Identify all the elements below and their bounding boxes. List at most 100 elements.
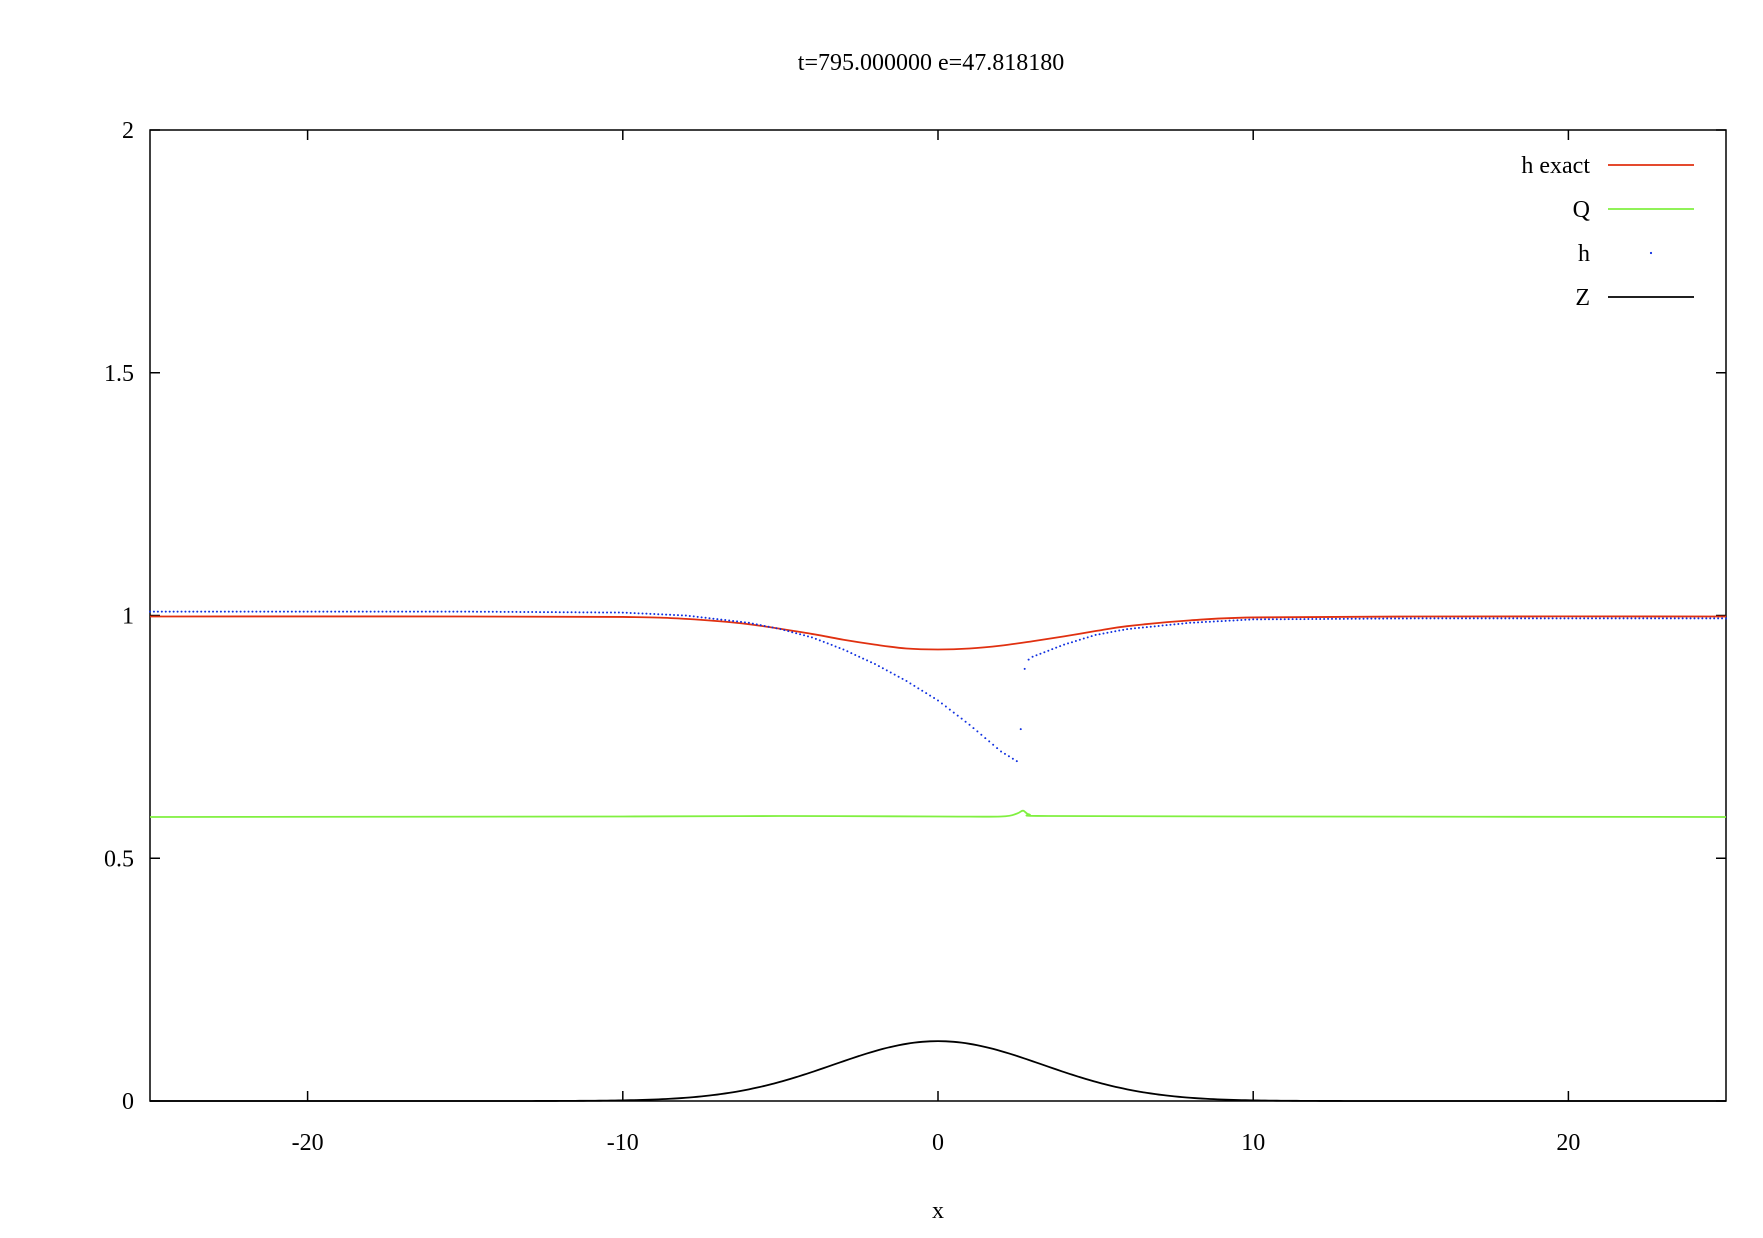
h-point: [1118, 629, 1121, 632]
h-point: [1661, 617, 1664, 620]
h-point: [196, 610, 199, 613]
h-point: [1078, 638, 1081, 641]
h-point: [1267, 618, 1270, 621]
h-point: [814, 637, 817, 640]
h-point: [200, 610, 203, 613]
h-point: [590, 611, 593, 614]
series-layer: [149, 610, 1727, 1102]
h-point: [1658, 617, 1661, 620]
h-point: [1433, 617, 1436, 620]
h-point: [416, 610, 419, 613]
h-point: [1366, 617, 1369, 620]
h-point: [1575, 617, 1578, 620]
h-point: [503, 610, 506, 613]
h-point: [219, 610, 222, 613]
h-point: [948, 708, 951, 711]
h-point: [1705, 617, 1708, 620]
h-point: [1200, 621, 1203, 624]
h-point: [448, 610, 451, 613]
h-point: [1449, 617, 1452, 620]
h-point: [523, 610, 526, 613]
h-point: [747, 621, 750, 624]
h-point: [944, 705, 947, 708]
h-point: [1244, 618, 1247, 621]
h-point: [988, 740, 991, 743]
h-point: [393, 610, 396, 613]
y-tick-label: 2: [122, 118, 134, 144]
h-point: [298, 610, 301, 613]
legend-label: Z: [1575, 285, 1590, 311]
h-point: [243, 610, 246, 613]
h-point: [377, 610, 380, 613]
h-point: [609, 611, 612, 614]
h-point: [306, 610, 309, 613]
h-point: [566, 611, 569, 614]
h-point: [901, 677, 904, 680]
h-point: [724, 619, 727, 622]
h-point: [1051, 648, 1054, 651]
h-point: [322, 610, 325, 613]
h-point: [1496, 617, 1499, 620]
h-point: [1311, 618, 1314, 621]
h-point: [294, 610, 297, 613]
h-point: [456, 610, 459, 613]
h-point: [310, 610, 313, 613]
h-point: [255, 610, 258, 613]
x-axis-label: x: [932, 1198, 944, 1224]
h-point: [1023, 667, 1026, 670]
h-point: [818, 639, 821, 642]
h-point: [633, 612, 636, 615]
h-point: [1579, 617, 1582, 620]
h-point: [1181, 622, 1184, 625]
h-point: [472, 610, 475, 613]
h-point: [1015, 760, 1018, 763]
h-point: [996, 747, 999, 750]
h-point: [184, 610, 187, 613]
h-point: [1204, 620, 1207, 623]
series-q: [149, 809, 1727, 818]
h-point: [1035, 654, 1038, 657]
h-point: [862, 657, 865, 660]
h-point: [1287, 618, 1290, 621]
series-line: [149, 809, 1727, 818]
h-point: [149, 610, 151, 613]
h-point: [1303, 618, 1306, 621]
h-point: [1555, 617, 1558, 620]
h-point: [684, 614, 687, 617]
h-point: [1358, 617, 1361, 620]
h-point: [740, 620, 742, 623]
axis-ticks: [150, 129, 1726, 1102]
h-point: [822, 640, 825, 643]
h-point: [152, 610, 155, 613]
h-point: [156, 610, 159, 613]
series-h-exact: [149, 615, 1727, 651]
h-point: [940, 702, 943, 705]
h-point: [527, 611, 530, 613]
h-point: [369, 610, 372, 613]
h-point: [409, 610, 412, 613]
h-point: [885, 669, 888, 672]
h-point: [515, 610, 518, 613]
h-point: [424, 610, 427, 613]
h-point: [1031, 655, 1034, 658]
h-point: [1665, 617, 1668, 620]
h-point: [1271, 618, 1274, 621]
h-point: [1488, 617, 1491, 620]
h-point: [1594, 617, 1597, 620]
h-point: [676, 614, 679, 617]
h-point: [491, 610, 494, 613]
h-point: [1421, 617, 1424, 620]
h-point: [428, 610, 431, 613]
h-point: [1425, 617, 1428, 620]
h-point: [1650, 617, 1653, 620]
x-tick-label: 10: [1241, 1130, 1265, 1156]
h-point: [992, 743, 995, 746]
h-point: [889, 671, 892, 674]
h-point: [692, 615, 695, 618]
h-point: [980, 733, 983, 736]
h-point: [562, 611, 565, 614]
h-point: [1291, 618, 1294, 621]
h-point: [1484, 617, 1487, 620]
h-point: [460, 610, 463, 613]
